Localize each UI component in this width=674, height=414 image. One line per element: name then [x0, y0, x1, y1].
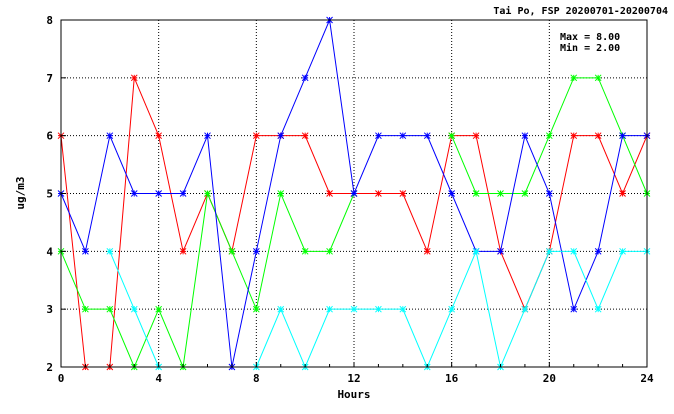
series-line: [60, 191, 355, 369]
x-tick-label: 0: [58, 372, 65, 385]
chart-title: Tai Po, FSP 20200701-20200704: [493, 5, 668, 17]
data-point: [277, 132, 285, 140]
data-point: [472, 132, 480, 140]
data-point: [179, 190, 187, 197]
data-point: [521, 190, 529, 197]
data-point: [594, 132, 602, 140]
x-tick-label: 20: [543, 372, 556, 385]
data-point: [545, 132, 553, 140]
data-point: [399, 305, 407, 313]
data-point: [179, 247, 187, 255]
x-tick-label: 24: [640, 372, 654, 385]
data-point: [375, 132, 382, 140]
y-tick-label: 5: [46, 188, 53, 201]
data-point: [155, 190, 163, 197]
data-point: [545, 190, 553, 197]
data-point: [326, 190, 333, 197]
x-tick-label: 4: [155, 372, 162, 385]
data-point: [497, 190, 504, 197]
data-point: [301, 74, 309, 82]
stat-max: Max = 8.00: [560, 32, 620, 43]
stat-min: Min = 2.00: [560, 42, 620, 54]
y-tick-label: 8: [46, 14, 53, 27]
data-point: [130, 305, 138, 313]
data-point: [375, 305, 382, 313]
y-ticks: 2 3 4 5 6 7 8: [46, 14, 66, 374]
data-point: [252, 247, 260, 255]
data-point: [399, 190, 407, 197]
data-point: [252, 132, 260, 140]
data-point: [155, 132, 163, 140]
y-tick-label: 7: [46, 72, 53, 85]
data-point: [130, 190, 138, 197]
y-tick-label: 3: [46, 303, 53, 316]
data-point: [204, 132, 211, 140]
data-point: [619, 190, 626, 197]
series-layer: [57, 16, 651, 371]
data-point: [326, 247, 333, 255]
data-point: [301, 247, 309, 255]
data-point: [545, 247, 553, 255]
data-point: [619, 247, 626, 255]
y-tick-label: 6: [46, 130, 53, 143]
data-point: [375, 190, 382, 197]
x-tick-label: 8: [253, 372, 260, 385]
data-point: [594, 74, 602, 82]
data-point: [301, 132, 309, 140]
data-point: [570, 305, 578, 313]
data-point: [106, 247, 114, 255]
x-tick-label: 16: [445, 372, 459, 385]
y-tick-label: 4: [46, 245, 53, 258]
data-point: [350, 190, 358, 197]
data-point: [448, 132, 456, 140]
data-point: [204, 190, 211, 197]
y-tick-label: 2: [46, 361, 53, 374]
x-axis-title: Hours: [337, 388, 370, 401]
data-point: [448, 305, 456, 313]
data-point: [594, 305, 602, 313]
data-point: [82, 247, 89, 255]
data-point: [423, 247, 431, 255]
x-tick-label: 12: [347, 372, 360, 385]
data-point: [130, 74, 138, 82]
data-point: [570, 132, 578, 140]
data-point: [619, 132, 626, 140]
data-point: [277, 190, 285, 197]
x-ticks: 0 4 8 12 16 20 24: [58, 362, 654, 385]
data-point: [448, 190, 456, 197]
data-point: [277, 305, 285, 313]
data-point: [106, 305, 114, 313]
data-point: [570, 247, 578, 255]
data-point: [155, 305, 163, 313]
data-point: [472, 247, 480, 255]
data-point: [497, 247, 504, 255]
data-point: [570, 74, 578, 82]
data-point: [252, 305, 260, 313]
data-point: [228, 247, 236, 255]
data-point: [350, 305, 358, 313]
data-point: [472, 190, 480, 197]
data-point: [399, 132, 407, 140]
data-point: [521, 305, 529, 313]
data-point: [521, 132, 529, 140]
data-point: [326, 305, 333, 313]
data-point: [423, 132, 431, 140]
y-axis-title: ug/m3: [14, 176, 27, 209]
data-point: [594, 247, 602, 255]
grid: [61, 20, 647, 367]
data-point: [82, 305, 89, 313]
data-point: [106, 132, 114, 140]
